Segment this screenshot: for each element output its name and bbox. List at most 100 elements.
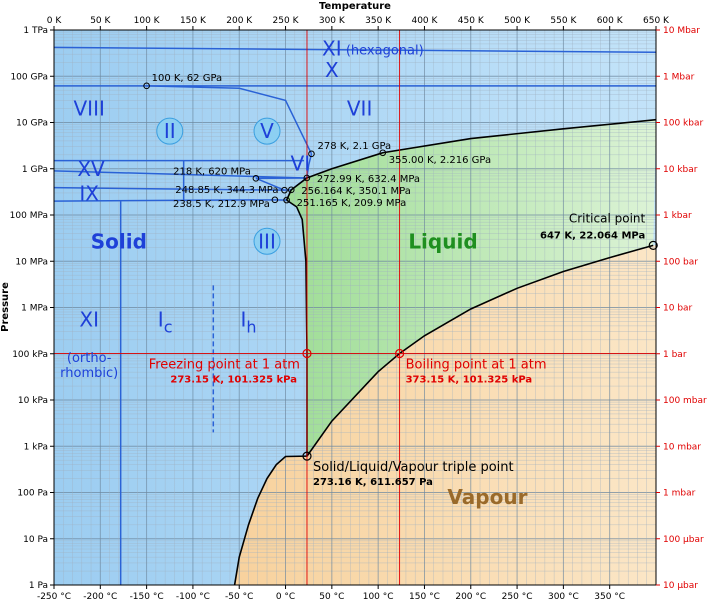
phase-label-note: (hexagonal) [346,43,424,58]
top-tick-label: 300 K [319,16,346,26]
data-point [379,149,387,157]
phase-label: Liquid [408,229,477,253]
phase-label: III [258,229,276,253]
top-tick-label: 350 K [365,16,392,26]
phase-label: VII [347,97,372,121]
right-tick-label: 100 kbar [663,119,703,129]
bottom-tick-label: 150 °C [409,592,440,600]
plot-area [54,30,656,585]
top-tick-label: 500 K [504,16,531,26]
phase-label: XI [322,36,342,60]
ice-phase-boundary [255,177,285,191]
top-tick-label: 600 K [597,16,624,26]
triple-point-marker [302,451,312,461]
top-tick-label: 250 K [273,16,300,26]
right-tick-label: 1 bar [663,350,687,360]
left-tick-label: 10 kPa [18,396,48,406]
data-point [143,82,150,90]
boiling-point-value: 373.15 K, 101.325 kPa [406,374,533,385]
data-point-label: 100 K, 62 GPa [152,73,223,84]
left-tick-label: 10 GPa [16,119,48,129]
phase-label: rhombic) [60,366,118,381]
data-point-label: 251.165 K, 209.9 MPa [297,198,407,209]
x-axis-title: Temperature [319,1,391,12]
ice-phase-boundary [306,153,313,179]
data-point [283,196,290,204]
data-point [252,175,260,182]
phase-label: X [325,58,339,82]
phase-circle [253,117,281,145]
right-tick-label: 10 mbar [663,442,701,452]
left-tick-label: 100 GPa [10,72,48,82]
left-tick-label: 1 Pa [29,581,48,591]
ice-phase-boundary [146,85,313,155]
right-tick-label: 10 µbar [663,581,698,591]
phase-label: XV [77,157,105,181]
phase-label: VIII [73,97,104,121]
right-tick-label: 10 Mbar [663,26,700,36]
data-point-label: 248.85 K, 344.3 MPa [175,185,278,196]
left-tick-label: 100 kPa [12,350,48,360]
triple-point-title: Solid/Liquid/Vapour triple point [313,460,514,475]
top-tick-label: 200 K [226,16,253,26]
data-point-label: 256.164 K, 350.1 MPa [301,186,411,197]
y-axis-title: Pressure [0,282,11,332]
data-point [287,186,295,194]
bottom-tick-label: 100 °C [363,592,394,600]
data-point-label: 355.00 K, 2.216 GPa [389,155,491,166]
left-tick-label: 1 TPa [23,26,48,36]
data-point-label: 278 K, 2.1 GPa [317,141,391,152]
phase-label: II [164,119,176,143]
bottom-tick-label: 0 °C [276,592,295,600]
axes: 0 K 50 K 100 K 150 K 200 K 250 K 300 K 350 K 400… [10,16,707,600]
top-tick-label: 100 K [134,16,161,26]
data-point [271,196,279,204]
right-tick-label: 10 bar [663,304,693,314]
right-tick-label: 100 mbar [663,396,707,406]
data-point-label: 238.5 K, 212.9 MPa [173,199,270,210]
boiling-point-marker [394,348,405,359]
triple-point-value: 273.16 K, 611.657 Pa [313,477,433,488]
bottom-tick-label: 250 °C [502,592,533,600]
right-tick-label: 10 kbar [663,165,698,175]
bottom-tick-label: -250 °C [37,592,71,600]
ice-phase-boundary [54,170,307,179]
left-tick-label: 100 Pa [17,489,48,499]
phase-label: XI [79,308,99,332]
boiling-point-title: Boiling point at 1 atm [406,357,547,372]
right-tick-label: 1 mbar [663,489,696,499]
critical-point-value: 647 K, 22.064 MPa [540,230,645,241]
left-tick-label: 1 GPa [22,165,48,175]
freezing-point-marker [302,348,312,359]
bottom-tick-label: -200 °C [83,592,117,600]
freezing-point-value: 273.15 K, 101.325 kPa [170,374,297,385]
phase-circle [253,227,281,255]
ice-phase-boundary [54,199,275,202]
markers [143,82,658,461]
right-tick-label: 100 µbar [663,535,704,545]
phase-circle [156,117,184,145]
phase-label: Vapour [447,485,527,509]
data-point [308,150,315,158]
left-tick-label: 1 MPa [21,304,48,314]
phase-label: (ortho- [67,351,112,366]
bottom-tick-label: 300 °C [548,592,579,600]
phase-label: VI [291,151,311,175]
phase-label-subscript: c [164,318,173,337]
bottom-tick-label: -150 °C [130,592,164,600]
top-tick-label: 550 K [550,16,577,26]
vapour-region [54,245,656,585]
phase-label: V [260,119,274,143]
top-tick-label: 0 K [47,16,63,26]
critical-point-title: Critical point [569,211,646,225]
right-tick-label: 1 Mbar [663,72,695,82]
ice-phase-boundary [54,46,656,54]
phase-label: IX [79,182,99,206]
sublimation-curve [233,455,308,585]
critical-point-marker [648,240,658,250]
data-point [303,174,311,182]
top-tick-label: 450 K [458,16,485,26]
right-tick-label: 100 bar [663,257,698,267]
top-tick-label: 650 K [643,16,670,26]
